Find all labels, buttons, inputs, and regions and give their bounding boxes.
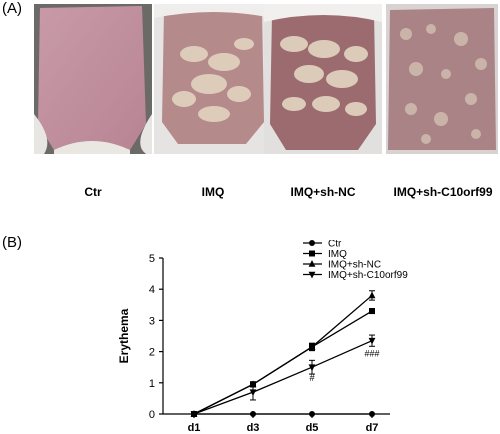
photo-ctr <box>34 4 152 154</box>
x-tick-label: d7 <box>366 422 379 434</box>
y-tick-label: 1 <box>149 378 155 390</box>
significance-annotation: # <box>309 373 314 383</box>
legend-entry: Ctr <box>328 240 342 250</box>
panel-b-label: (B) <box>2 234 22 251</box>
caption-ctr: Ctr <box>84 185 102 199</box>
series-line-3 <box>193 340 373 415</box>
panel-a-label: (A) <box>2 0 22 17</box>
legend-marker <box>308 260 316 267</box>
legend-marker <box>309 250 315 257</box>
photo-imq-sh-nc <box>264 4 382 154</box>
y-axis-label: Erythema <box>117 308 131 363</box>
x-tick-label: d5 <box>306 422 319 434</box>
chart-series: #### <box>190 290 380 418</box>
data-point <box>308 342 316 350</box>
series-line-1 <box>193 310 373 415</box>
y-tick-label: 5 <box>149 253 155 265</box>
significance-annotation: ### <box>364 348 379 358</box>
legend-entry: IMQ+sh-C10orf99 <box>328 270 408 281</box>
x-tick-label: d3 <box>247 422 260 434</box>
data-point <box>368 291 376 299</box>
x-tick-label: d1 <box>188 422 201 434</box>
legend-entry: IMQ <box>328 249 347 260</box>
y-tick-label: 2 <box>149 347 155 359</box>
photo-imq <box>154 4 272 154</box>
data-point <box>190 411 198 418</box>
data-point <box>369 308 375 315</box>
data-point <box>250 411 256 417</box>
caption-imq-sh-nc: IMQ+sh-NC <box>290 185 356 199</box>
caption-imq: IMQ <box>201 185 225 199</box>
legend-entry: IMQ+sh-NC <box>328 260 381 271</box>
data-point <box>249 380 257 388</box>
caption-imq-sh-c10orf99: IMQ+sh-C10orf99 <box>393 185 493 199</box>
data-point <box>368 337 376 345</box>
series-line-2 <box>193 294 373 415</box>
y-tick-label: 3 <box>149 315 155 327</box>
data-point <box>308 364 316 372</box>
legend-marker <box>309 240 315 246</box>
data-point <box>249 389 257 397</box>
data-point <box>309 411 315 417</box>
photo-imq-sh-c10orf99 <box>386 4 500 154</box>
data-point <box>369 411 375 417</box>
y-tick-label: 4 <box>149 284 155 296</box>
y-tick-label: 0 <box>149 409 155 421</box>
legend-marker <box>308 271 316 279</box>
